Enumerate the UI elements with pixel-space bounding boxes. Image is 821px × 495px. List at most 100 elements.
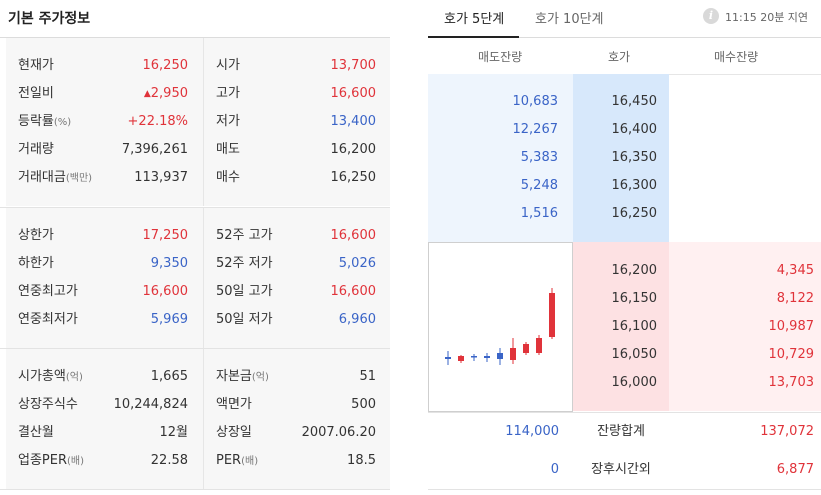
bid-qty-column	[669, 242, 821, 411]
stat-row-fiscal-month: 결산월 12월 상장일 2007.06.20	[6, 419, 390, 447]
stat-row-change-rate: 등락률(%) +22.18% 저가 13,400	[6, 108, 390, 136]
after-hours-ask-qty: 0	[550, 462, 559, 477]
stat-row-current-price: 현재가 16,250 시가 13,700	[6, 52, 390, 80]
label-52w-high: 52주 고가	[216, 228, 273, 243]
total-remaining-row: 114,000 잔량합계 137,072	[428, 413, 821, 451]
candle	[523, 342, 529, 355]
info-icon[interactable]: i	[703, 8, 719, 24]
value-52w-high: 16,600	[330, 228, 377, 243]
active-tab-indicator	[428, 36, 519, 38]
ask-price[interactable]: 16,300	[611, 178, 658, 193]
label-lower-limit: 하한가	[18, 256, 54, 271]
bid-qty: 13,703	[768, 375, 815, 390]
label-bid: 매수	[216, 170, 240, 185]
candle	[549, 288, 555, 339]
value-trade-value: 113,937	[134, 170, 188, 185]
value-current-price: 16,250	[142, 58, 189, 73]
total-ask-qty: 114,000	[505, 424, 559, 439]
ask-qty: 1,516	[520, 206, 558, 221]
label-market-cap: 시가총액(억)	[18, 369, 83, 384]
label-capital: 자본금(억)	[216, 369, 269, 384]
label-upper-limit: 상한가	[18, 228, 54, 243]
tab-10-levels[interactable]: 호가 10단계	[535, 12, 604, 27]
candle	[497, 348, 503, 365]
label-par-value: 액면가	[216, 397, 252, 412]
bid-price[interactable]: 16,200	[611, 263, 658, 278]
value-ask: 16,200	[330, 142, 377, 157]
label-volume: 거래량	[18, 142, 54, 157]
value-volume: 7,396,261	[121, 142, 188, 157]
value-fiscal-month: 12월	[159, 425, 188, 440]
bid-price-column	[573, 242, 669, 411]
bid-price[interactable]: 16,150	[611, 291, 658, 306]
ask-price[interactable]: 16,350	[611, 150, 658, 165]
total-label: 잔량합계	[597, 424, 645, 439]
basic-stock-info-panel: 기본 주가정보 현재가 16,250 시가 13,700 전일비 ▲2,950 …	[0, 0, 390, 495]
value-year-high: 16,600	[142, 284, 189, 299]
value-lower-limit: 9,350	[150, 256, 188, 271]
order-book-header: 매도잔량 호가 매수잔량	[428, 38, 821, 74]
panel-title: 기본 주가정보	[8, 11, 91, 27]
value-high: 16,600	[330, 86, 377, 101]
label-high: 고가	[216, 86, 240, 101]
ask-qty: 12,267	[512, 122, 559, 137]
ask-price[interactable]: 16,400	[611, 122, 658, 137]
stat-row-upper-limit: 상한가 17,250 52주 고가 16,600	[6, 222, 390, 250]
label-per: PER(배)	[216, 453, 259, 468]
label-ask: 매도	[216, 142, 240, 157]
label-listed-shares: 상장주식수	[18, 397, 78, 412]
value-change-rate: +22.18%	[127, 114, 188, 129]
candle	[471, 354, 477, 361]
stat-row-listed-shares: 상장주식수 10,244,824 액면가 500	[6, 391, 390, 419]
bid-qty: 4,345	[776, 263, 814, 278]
bid-qty: 10,729	[768, 347, 815, 362]
stat-row-change: 전일비 ▲2,950 고가 16,600	[6, 80, 390, 108]
candle	[510, 338, 516, 364]
ask-qty: 5,383	[520, 150, 558, 165]
ask-price[interactable]: 16,450	[611, 94, 658, 109]
stat-row-year-low: 연중최저가 5,969 50일 저가 6,960	[6, 306, 390, 334]
label-year-high: 연중최고가	[18, 284, 78, 299]
header-sell-qty: 매도잔량	[478, 50, 523, 64]
stat-row-trade-value: 거래대금(백만) 113,937 매수 16,250	[6, 164, 390, 192]
ask-price-column	[573, 74, 669, 242]
value-per: 18.5	[347, 453, 376, 468]
candle	[458, 355, 464, 363]
value-industry-per: 22.58	[150, 453, 188, 468]
value-upper-limit: 17,250	[142, 228, 189, 243]
label-low: 저가	[216, 114, 240, 129]
tab-5-levels[interactable]: 호가 5단계	[444, 12, 505, 27]
value-open: 13,700	[330, 58, 377, 73]
label-change: 전일비	[18, 86, 54, 101]
ask-qty-column	[428, 74, 573, 242]
candle-chart-svg	[445, 288, 555, 365]
stat-row-volume: 거래량 7,396,261 매도 16,200	[6, 136, 390, 164]
ask-price[interactable]: 16,250	[611, 206, 658, 221]
range-stats-group: 상한가 17,250 52주 고가 16,600 하한가 9,350 52주 저…	[6, 208, 390, 348]
bid-qty: 8,122	[776, 291, 814, 306]
value-year-low: 5,969	[150, 312, 188, 327]
value-low: 13,400	[330, 114, 377, 129]
value-50d-low: 6,960	[338, 312, 376, 327]
stat-row-per: 업종PER(배) 22.58 PER(배) 18.5	[6, 447, 390, 475]
value-bid: 16,250	[330, 170, 377, 185]
label-52w-low: 52주 저가	[216, 256, 273, 271]
after-hours-bid-qty: 6,877	[776, 462, 814, 477]
value-listing-date: 2007.06.20	[301, 425, 376, 440]
company-stats-group: 시가총액(억) 1,665 자본금(억) 51 상장주식수 10,244,824…	[6, 349, 390, 489]
candle	[484, 353, 490, 362]
value-change: ▲2,950	[143, 86, 188, 101]
header-price: 호가	[608, 50, 631, 64]
mini-candle-chart	[428, 242, 573, 412]
bid-price[interactable]: 16,000	[611, 375, 658, 390]
value-50d-high: 16,600	[330, 284, 377, 299]
bid-price[interactable]: 16,050	[611, 347, 658, 362]
label-change-rate: 등락률(%)	[18, 114, 72, 129]
bid-price[interactable]: 16,100	[611, 319, 658, 334]
ask-qty: 5,248	[520, 178, 558, 193]
value-par-value: 500	[351, 397, 376, 412]
label-open: 시가	[216, 58, 240, 73]
candle	[536, 335, 542, 355]
price-stats-group: 현재가 16,250 시가 13,700 전일비 ▲2,950 고가 16,60…	[6, 38, 390, 206]
value-market-cap: 1,665	[150, 369, 188, 384]
